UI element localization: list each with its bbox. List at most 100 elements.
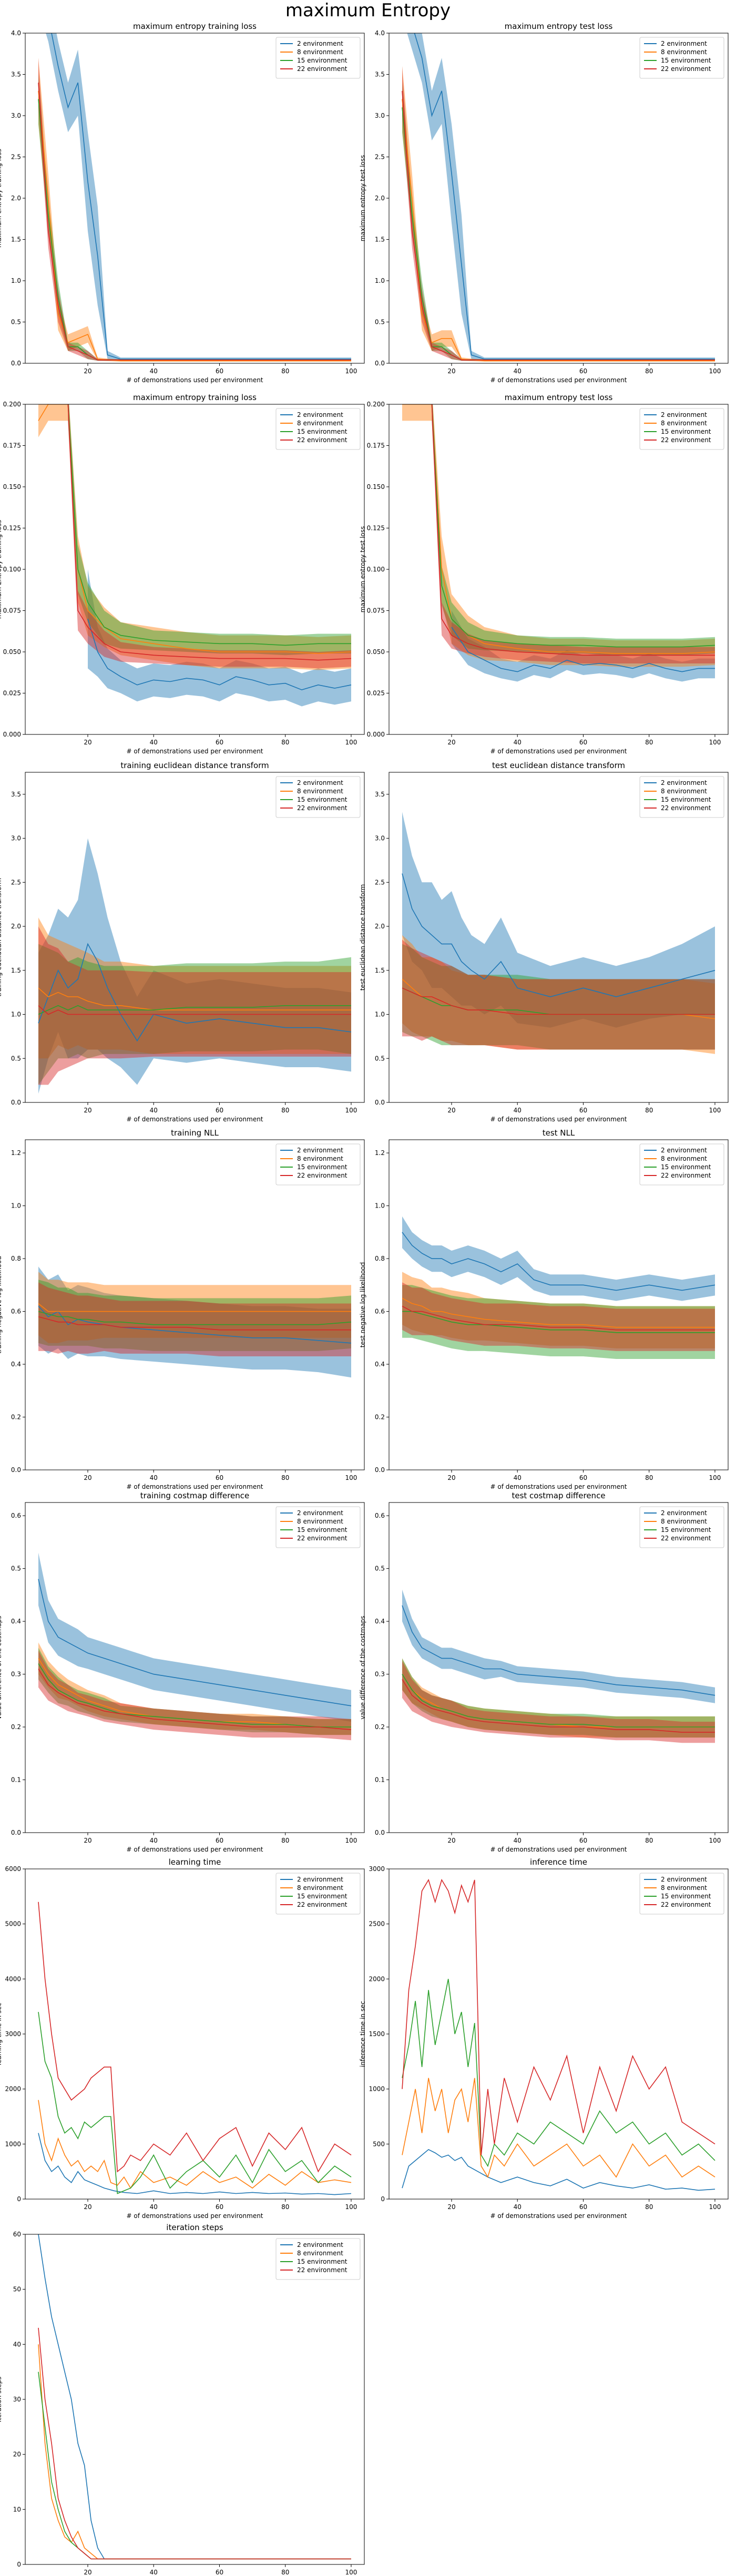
y-axis-label: maximum entropy test loss bbox=[359, 526, 366, 613]
x-tick-label: 100 bbox=[345, 367, 357, 375]
series-line-8-environment bbox=[402, 2078, 715, 2179]
plot-area bbox=[402, 1589, 715, 1743]
plot-area bbox=[38, 2234, 351, 2560]
x-tick-label: 100 bbox=[709, 367, 721, 375]
x-tick-label: 80 bbox=[645, 367, 653, 375]
legend-label-15-environment: 15 environment bbox=[661, 1893, 711, 1900]
y-tick-label: 0.5 bbox=[11, 1055, 21, 1062]
x-axis-label: # of demonstrations used per environment bbox=[490, 376, 627, 384]
x-tick-label: 20 bbox=[447, 1474, 455, 1481]
chart-title: training costmap difference bbox=[140, 1491, 249, 1500]
y-axis-label: training negative log likelihood bbox=[0, 1256, 3, 1354]
y-tick-label: 4.0 bbox=[11, 29, 21, 37]
series-line-2-environment bbox=[38, 1579, 352, 1706]
x-tick-label: 80 bbox=[281, 1107, 289, 1114]
series-band-22-environment bbox=[68, 404, 351, 669]
series-line-15-environment bbox=[38, 2011, 352, 2194]
y-tick-label: 1000 bbox=[5, 2140, 21, 2148]
series-band-15-environment bbox=[402, 944, 715, 1050]
y-tick-label: 0.0 bbox=[375, 1466, 385, 1474]
x-tick-label: 20 bbox=[447, 367, 455, 375]
series-band-2-environment bbox=[88, 569, 351, 707]
series-band-2-environment bbox=[38, 838, 351, 1094]
x-tick-label: 40 bbox=[514, 367, 522, 375]
series-line-8-environment bbox=[38, 1303, 351, 1312]
y-tick-label: 1.5 bbox=[375, 236, 385, 243]
y-tick-label: 0.4 bbox=[11, 1361, 21, 1368]
y-tick-label: 0.2 bbox=[11, 1723, 21, 1731]
x-tick-label: 20 bbox=[84, 1837, 91, 1844]
y-tick-label: 0.6 bbox=[375, 1308, 385, 1315]
y-tick-label: 1.5 bbox=[11, 967, 21, 974]
series-band-8-environment bbox=[402, 1272, 715, 1348]
legend-box bbox=[275, 1506, 361, 1548]
legend-label-8-environment: 8 environment bbox=[297, 1884, 343, 1892]
chart-2: maximum entropy test loss 20 40 60 80 100 0.0 0… bbox=[359, 22, 729, 384]
x-tick-label: 20 bbox=[84, 2203, 91, 2211]
x-tick-label: 20 bbox=[84, 1107, 91, 1114]
y-tick-label: 0.4 bbox=[375, 1361, 385, 1368]
legend-box bbox=[275, 776, 361, 818]
y-tick-label: 0.6 bbox=[11, 1308, 21, 1315]
y-tick-label: 1.0 bbox=[11, 277, 21, 284]
x-tick-label: 60 bbox=[216, 367, 223, 375]
x-tick-label: 40 bbox=[150, 367, 158, 375]
series-band-22-environment bbox=[402, 1661, 715, 1743]
x-tick-label: 40 bbox=[514, 739, 522, 746]
legend-label-8-environment: 8 environment bbox=[297, 420, 343, 427]
y-tick-label: 0.1 bbox=[375, 1776, 385, 1784]
x-tick-label: 20 bbox=[447, 739, 455, 746]
y-tick-label: 60 bbox=[13, 2231, 21, 2238]
legend-label-2-environment: 2 environment bbox=[297, 40, 343, 47]
legend-box bbox=[639, 1506, 724, 1548]
series-line-8-environment bbox=[38, 1658, 351, 1727]
y-tick-label: 0.6 bbox=[11, 1512, 21, 1519]
legend-box bbox=[275, 1873, 361, 1915]
x-tick-label: 20 bbox=[84, 2569, 91, 2576]
y-tick-label: 0.025 bbox=[3, 690, 21, 697]
x-tick-label: 80 bbox=[645, 739, 653, 746]
series-band-8-environment bbox=[38, 58, 351, 362]
y-tick-label: 0.150 bbox=[3, 483, 21, 490]
y-tick-label: 1.0 bbox=[375, 277, 385, 284]
y-tick-label: 0.5 bbox=[11, 319, 21, 326]
y-tick-label: 0.050 bbox=[3, 648, 21, 656]
y-tick-label: 0.000 bbox=[367, 731, 385, 738]
legend-label-8-environment: 8 environment bbox=[297, 1155, 343, 1162]
legend-label-15-environment: 15 environment bbox=[661, 1163, 711, 1171]
plot-frame bbox=[389, 1139, 729, 1470]
legend-label-22-environment: 22 environment bbox=[661, 1901, 711, 1908]
y-tick-label: 4.0 bbox=[375, 29, 385, 37]
y-tick-label: 2000 bbox=[5, 2086, 21, 2093]
series-line-22-environment bbox=[402, 987, 715, 1015]
y-tick-label: 1000 bbox=[369, 2086, 385, 2093]
x-tick-label: 20 bbox=[447, 1837, 455, 1844]
series-line-8-environment bbox=[38, 2344, 351, 2560]
legend-box bbox=[275, 2238, 361, 2280]
series-band-8-environment bbox=[38, 917, 351, 1059]
plot-frame bbox=[25, 1502, 365, 1833]
legend-label-8-environment: 8 environment bbox=[297, 788, 343, 795]
x-tick-label: 60 bbox=[216, 1474, 223, 1481]
y-tick-label: 50 bbox=[13, 2286, 21, 2293]
series-line-15-environment bbox=[38, 1005, 351, 1015]
legend-label-2-environment: 2 environment bbox=[297, 779, 343, 786]
y-tick-label: 0.0 bbox=[375, 360, 385, 367]
series-line-22-environment bbox=[38, 1005, 351, 1015]
x-tick-label: 100 bbox=[345, 2569, 357, 2576]
x-axis-label: # of demonstrations used per environment bbox=[490, 748, 627, 755]
x-tick-label: 100 bbox=[345, 1474, 357, 1481]
series-band-2-environment bbox=[402, 1216, 715, 1301]
legend-label-2-environment: 2 environment bbox=[297, 411, 343, 418]
series-line-22-environment bbox=[38, 1316, 351, 1331]
series-line-22-environment bbox=[431, 404, 715, 656]
x-tick-label: 80 bbox=[281, 367, 289, 375]
plot-area bbox=[402, 812, 715, 1054]
x-tick-label: 20 bbox=[447, 2203, 455, 2211]
series-line-22-environment bbox=[67, 404, 352, 661]
